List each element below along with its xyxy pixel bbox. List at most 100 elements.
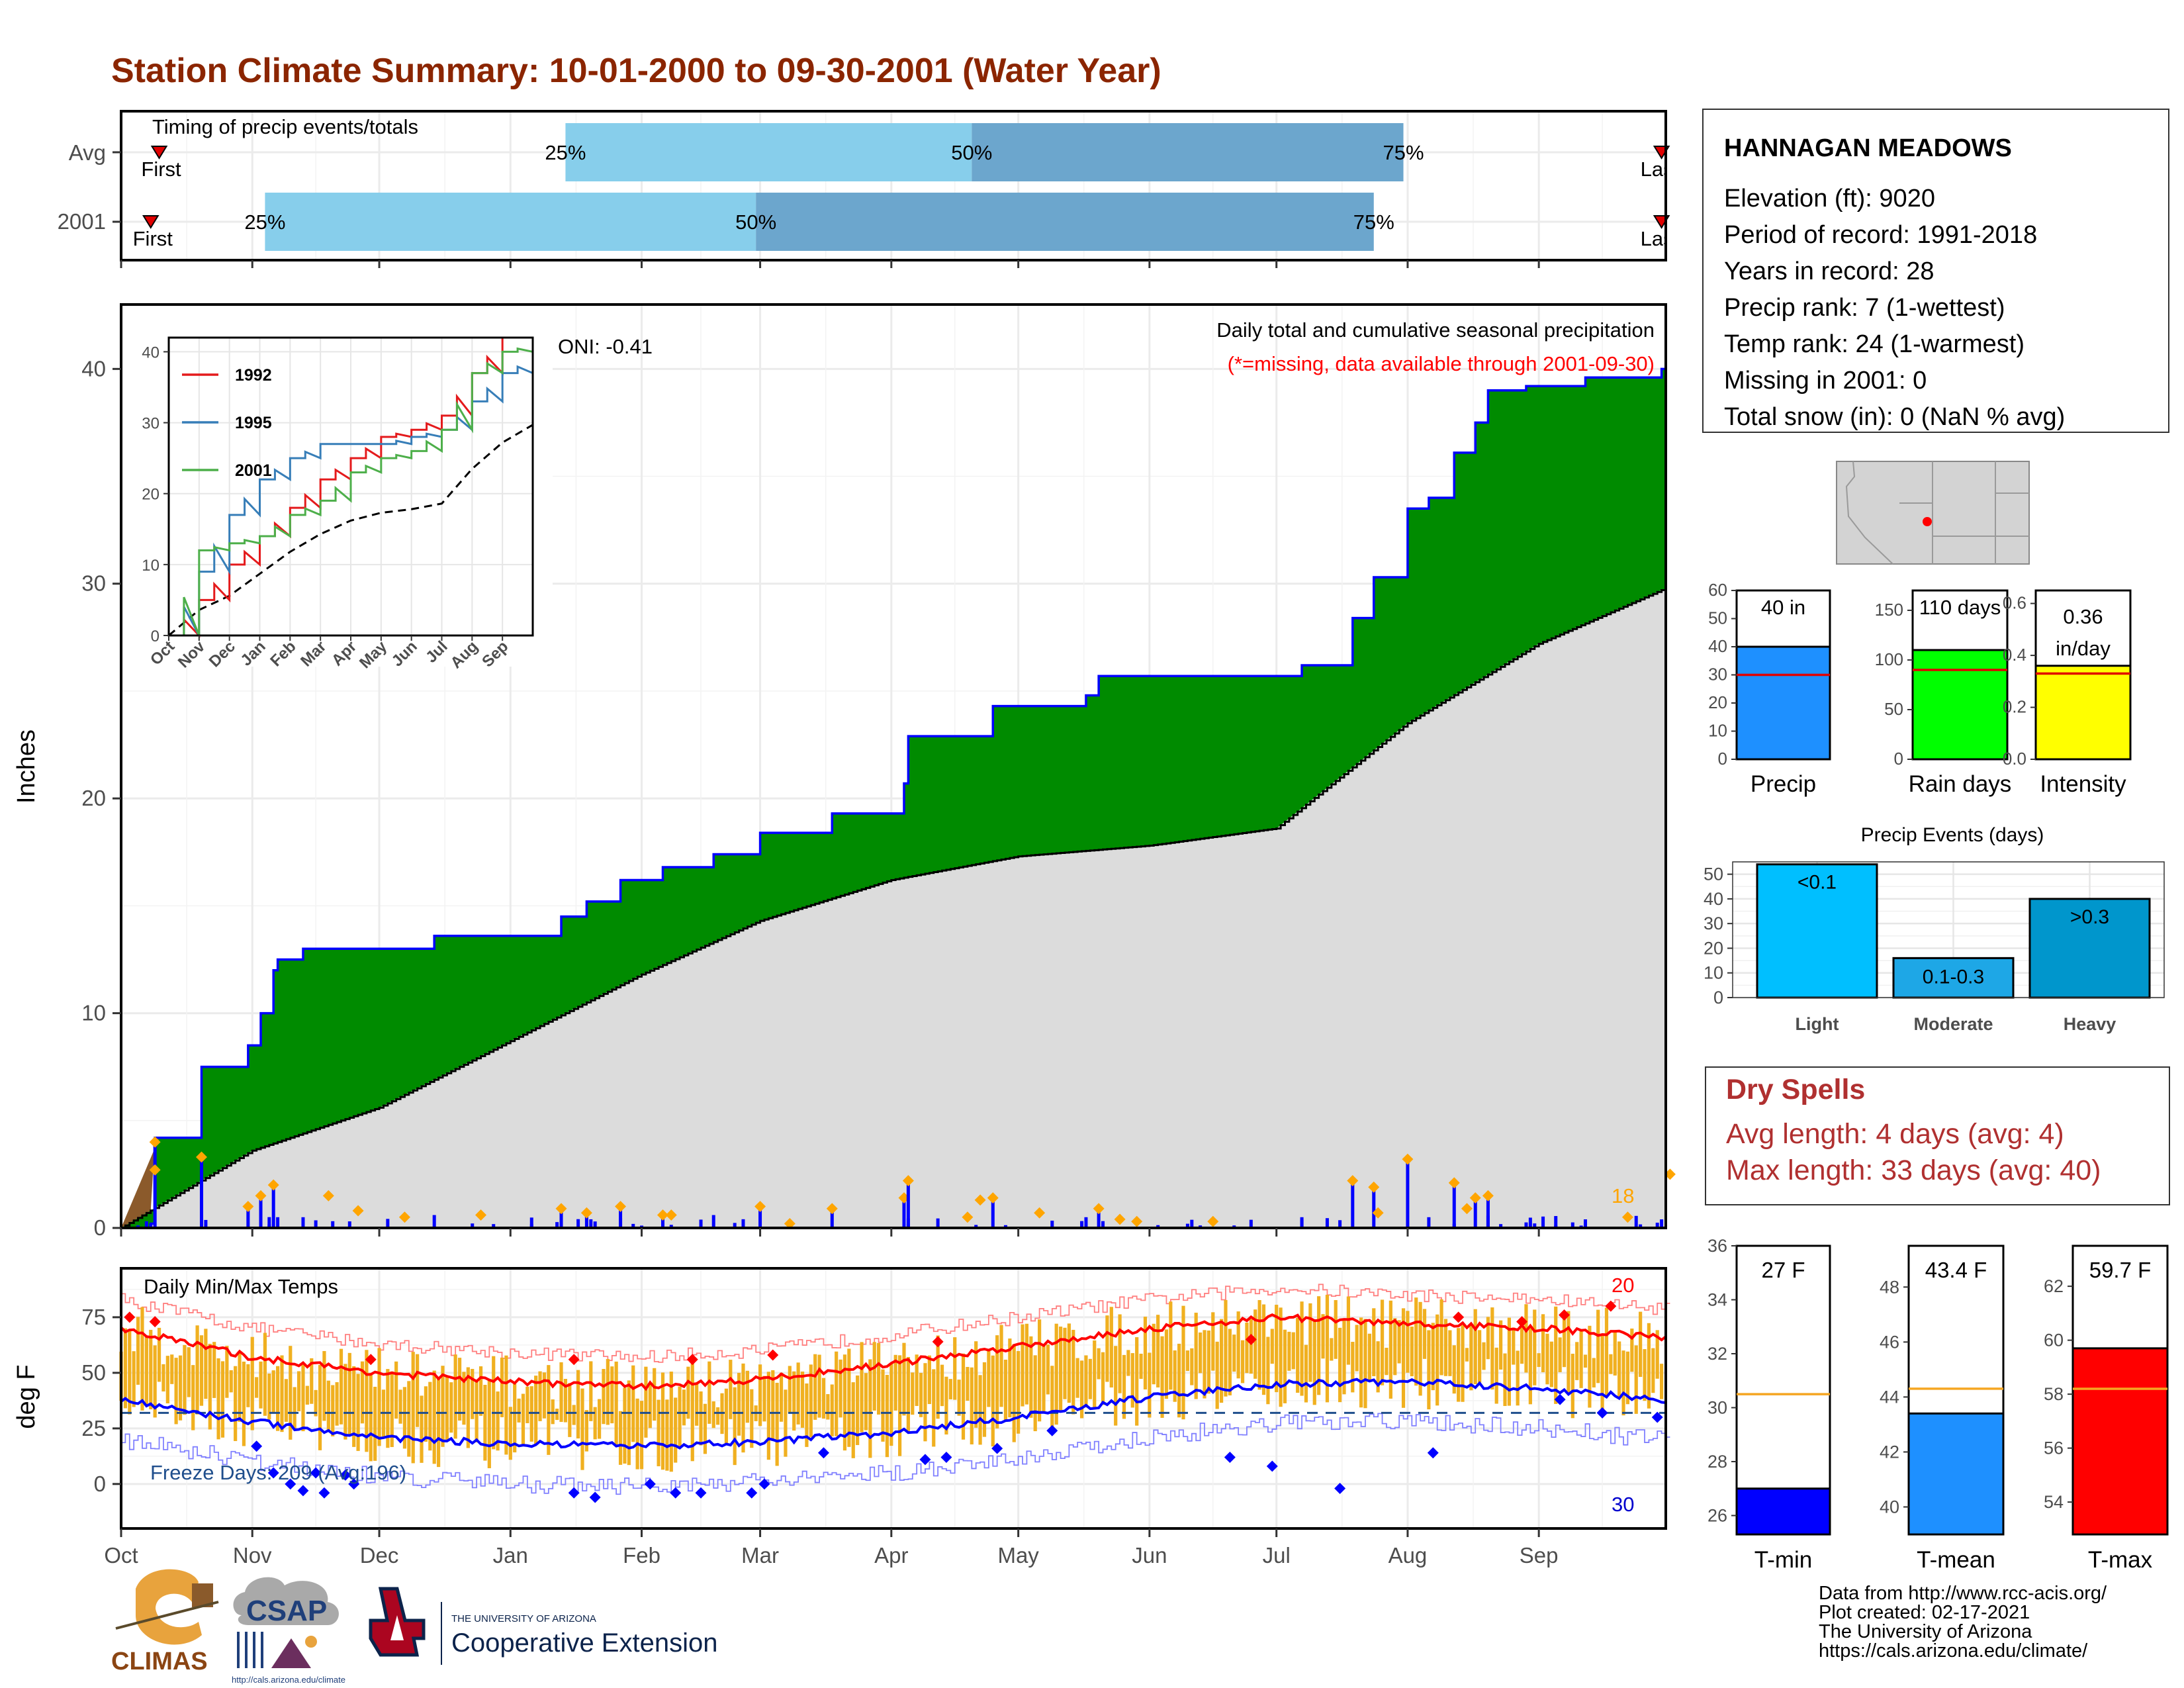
heavy-precip-marker: [902, 1175, 914, 1187]
locator-map: [1836, 461, 2030, 565]
temp-bar-tick: 48: [1880, 1277, 1899, 1297]
station-line: Precip rank: 7 (1-wettest): [1724, 294, 2005, 322]
daily-temp-bar: [885, 1375, 889, 1458]
daily-temp-bar: [1524, 1304, 1528, 1373]
daily-temp-bar: [250, 1336, 254, 1430]
daily-temp-bar: [318, 1364, 322, 1450]
daily-temp-bar: [602, 1369, 606, 1425]
daily-temp-bar: [132, 1351, 136, 1407]
record-high-marker: [932, 1336, 944, 1348]
surplus-precip-area: [121, 369, 1666, 1228]
daily-temp-bar: [377, 1348, 381, 1446]
daily-temp-bar: [1443, 1319, 1448, 1376]
daily-precip-bar: [1452, 1223, 1456, 1228]
month-tick-label: Jan: [493, 1543, 528, 1568]
daily-precip-bar: [347, 1221, 351, 1228]
daily-temp-bar: [635, 1398, 639, 1470]
daily-temp-bar: [496, 1391, 500, 1451]
temp-bar-tick: 44: [1880, 1387, 1899, 1407]
daily-temp-bar: [563, 1379, 568, 1423]
daily-precip-bar: [830, 1208, 834, 1228]
daily-precip-bar: [1351, 1180, 1355, 1228]
freeze-days-label: Freeze Days: 209 (Avg:196): [150, 1461, 406, 1484]
heavy-precip-marker: [1621, 1211, 1633, 1223]
daily-temp-bar: [572, 1405, 576, 1425]
daily-temp-bar: [1232, 1335, 1236, 1372]
record-low-marker: [1266, 1460, 1278, 1472]
daily-temp-bar: [390, 1371, 394, 1448]
summary-bar-tick: 0: [1718, 749, 1727, 769]
summary-bar-tick: 0.6: [2003, 593, 2026, 613]
daily-precip-bar: [559, 1208, 563, 1228]
daily-temp-bar: [449, 1382, 453, 1433]
record-low-marker: [1427, 1447, 1439, 1459]
daily-temp-bar: [974, 1341, 978, 1428]
month-tick-label: Apr: [874, 1543, 908, 1568]
daily-precip-bar: [1050, 1221, 1054, 1228]
daily-temp-bar: [1203, 1330, 1206, 1399]
daily-temp-bar: [766, 1372, 770, 1460]
daily-temp-bar: [517, 1398, 521, 1423]
daily-temp-bar: [847, 1348, 851, 1447]
daily-precip-bar: [576, 1219, 580, 1228]
daily-temp-bar: [788, 1366, 792, 1413]
daily-temp-bar: [1300, 1301, 1304, 1396]
daily-temp-bar: [331, 1385, 335, 1436]
daily-temp-bar: [1024, 1323, 1029, 1405]
daily-temp-bar: [1473, 1309, 1477, 1385]
daily-precip-bar: [619, 1206, 623, 1228]
temp-bar-tick: 36: [1707, 1236, 1727, 1256]
climas-wordmark: CLIMAS: [111, 1648, 208, 1675]
daily-temp-bar: [1321, 1314, 1325, 1359]
daily-temp-bar: [1135, 1337, 1139, 1426]
precip-y-tick: 30: [81, 571, 106, 596]
daily-temp-bar: [1469, 1325, 1473, 1391]
daily-temp-bar: [220, 1361, 225, 1438]
daily-temp-bar: [906, 1356, 910, 1432]
heavy-precip-marker: [754, 1201, 766, 1213]
daily-temp-bar: [970, 1367, 974, 1445]
daily-temp-bar: [1173, 1350, 1177, 1402]
daily-temp-bar: [1516, 1350, 1520, 1406]
daily-temp-bar: [1651, 1348, 1655, 1393]
heavy-precip-marker: [657, 1209, 668, 1221]
daily-temp-bar: [1240, 1340, 1245, 1383]
daily-temp-bar: [889, 1362, 893, 1446]
daily-temp-bar: [1600, 1335, 1604, 1413]
daily-temp-bar: [657, 1399, 660, 1467]
summary-bar-charts: 0 10 20 30 40 50 60 40 in Precip 0 50 100 150 110 day…: [1708, 580, 2132, 797]
summary-bar-tick: 60: [1708, 580, 1727, 600]
daily-temp-bar: [948, 1379, 952, 1399]
temp-bar-value-label: 43.4 F: [1925, 1258, 1987, 1282]
daily-temp-bar: [1160, 1336, 1164, 1418]
heavy-precip-marker: [1114, 1213, 1126, 1225]
summary-bar-tick: 100: [1875, 649, 1903, 669]
daily-temp-bar: [373, 1386, 377, 1461]
daily-precip-bar: [1003, 1225, 1007, 1228]
daily-temp-bar: [466, 1367, 470, 1448]
daily-temp-bar: [1054, 1323, 1058, 1425]
daily-temp-bar: [1533, 1309, 1537, 1385]
event-bar-label: 0.1-0.3: [1923, 966, 1984, 988]
daily-temp-bar: [610, 1366, 614, 1424]
daily-temp-bar: [1139, 1354, 1143, 1379]
daily-temp-bar: [1549, 1341, 1553, 1387]
daily-precip-bar: [1486, 1196, 1490, 1228]
daily-temp-bar: [1126, 1350, 1130, 1376]
daily-temp-bar: [707, 1361, 711, 1424]
daily-temp-bar: [1499, 1320, 1503, 1370]
record-low-marker: [919, 1454, 931, 1466]
summary-bar-tick: 20: [1708, 692, 1727, 712]
daily-temp-bar: [1541, 1314, 1545, 1373]
daily-precip-bar: [1533, 1223, 1537, 1228]
dry-spells-title: Dry Spells: [1726, 1074, 1865, 1105]
daily-precip-bar: [1655, 1223, 1659, 1228]
daily-temp-bar: [246, 1364, 250, 1407]
daily-temp-bar: [1570, 1354, 1574, 1419]
daily-temp-bar: [932, 1369, 936, 1447]
daily-temp-bar: [1461, 1325, 1465, 1402]
daily-temp-bar: [1063, 1327, 1067, 1399]
daily-temp-bar: [1194, 1313, 1198, 1399]
daily-temp-bar: [589, 1361, 593, 1421]
daily-temp-bar: [940, 1364, 944, 1407]
